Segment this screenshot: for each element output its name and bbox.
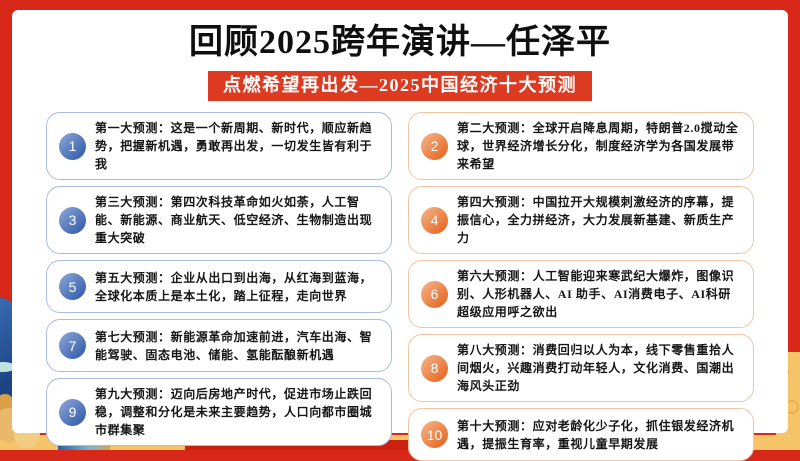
number-badge: 8 [421,354,448,382]
prediction-text: 第七大预测：新能源革命加速前进，汽车出海、智能驾驶、固态电池、储能、氢能酝酿新机… [95,329,373,362]
prediction-card-2: 2 第二大预测：全球开启降息周期，特朗普2.0搅动全球，世界经济增长分化，制度经… [408,112,754,181]
prediction-card-9: 9 第九大预测：迈向后房地产时代，促进市场止跌回稳，调整和分化是未来主要趋势，人… [46,378,392,447]
prediction-text: 第四大预测：中国拉开大规模刺激经济的序幕，提振信心，全力拼经济，大力发展新基建、… [457,195,735,246]
mountain-ridge-shape [0,362,16,372]
number-badge: 1 [59,132,86,160]
prediction-text: 第十大预测：应对老龄化少子化，抓住银发经济机遇，提振生育率，重视儿童早期发展 [457,418,735,451]
prediction-card-8: 8 第八大预测：消费回归以人为本，线下零售重拾人间烟火，兴趣消费打动年轻人，文化… [408,334,754,403]
prediction-card-4: 4 第四大预测：中国拉开大规模刺激经济的序幕，提振信心，全力拼经济，大力发展新基… [408,186,754,255]
prediction-text: 第九大预测：迈向后房地产时代，促进市场止跌回稳，调整和分化是未来主要趋势，人口向… [95,387,373,438]
prediction-card-10: 10 第十大预测：应对老龄化少子化，抓住银发经济机遇，提振生育率，重视儿童早期发… [408,408,754,461]
predictions-column-right: 2 第二大预测：全球开启降息周期，特朗普2.0搅动全球，世界经济增长分化，制度经… [408,112,754,461]
number-badge: 3 [59,206,86,234]
number-badge: 2 [421,132,448,160]
prediction-text: 第八大预测：消费回归以人为本，线下零售重拾人间烟火，兴趣消费打动年轻人，文化消费… [457,343,735,394]
gold-cloud-shape [0,394,14,412]
number-badge: 10 [421,421,448,449]
prediction-card-3: 3 第三大预测：第四次科技革命如火如荼，人工智能、新能源、商业航天、低空经济、生… [46,186,392,255]
prediction-text: 第二大预测：全球开启降息周期，特朗普2.0搅动全球，世界经济增长分化，制度经济学… [457,121,739,172]
bottom-left-decoration [58,443,110,450]
number-badge: 4 [421,206,448,234]
prediction-card-6: 6 第六大预测：人工智能迎来寒武纪大爆炸，图像识别、人形机器人、AI 助手、AI… [408,260,754,329]
slide-sheet: 回顾2025跨年演讲—任泽平 点燃希望再出发—2025中国经济十大预测 1 第一… [12,10,788,461]
page-title: 回顾2025跨年演讲—任泽平 [189,24,611,61]
prediction-card-7: 7 第七大预测：新能源革命加速前进，汽车出海、智能驾驶、固态电池、储能、氢能酝酿… [46,319,392,373]
prediction-text: 第一大预测：这是一个新周期、新时代，顺应新趋势，把握新机遇，勇敢再出发，一切发生… [95,121,373,172]
number-badge: 5 [59,273,86,301]
subtitle-banner: 点燃希望再出发—2025中国经济十大预测 [208,70,592,102]
number-badge: 6 [421,280,448,308]
predictions-grid: 1 第一大预测：这是一个新周期、新时代，顺应新趋势，把握新机遇，勇敢再出发，一切… [12,112,788,461]
number-badge: 7 [59,332,86,360]
prediction-text: 第六大预测：人工智能迎来寒武纪大爆炸，图像识别、人形机器人、AI 助手、AI消费… [457,269,735,320]
predictions-column-left: 1 第一大预测：这是一个新周期、新时代，顺应新趋势，把握新机遇，勇敢再出发，一切… [46,112,392,461]
prediction-text: 第三大预测：第四次科技革命如火如荼，人工智能、新能源、商业航天、低空经济、生物制… [95,195,373,246]
number-badge: 9 [59,398,86,426]
prediction-text: 第五大预测：企业从出口到出海，从红海到蓝海，全球化本质上是本土化，踏上征程，走向… [95,270,373,303]
prediction-card-1: 1 第一大预测：这是一个新周期、新时代，顺应新趋势，把握新机遇，勇敢再出发，一切… [46,112,392,181]
prediction-card-5: 5 第五大预测：企业从出口到出海，从红海到蓝海，全球化本质上是本土化，踏上征程，… [46,260,392,314]
